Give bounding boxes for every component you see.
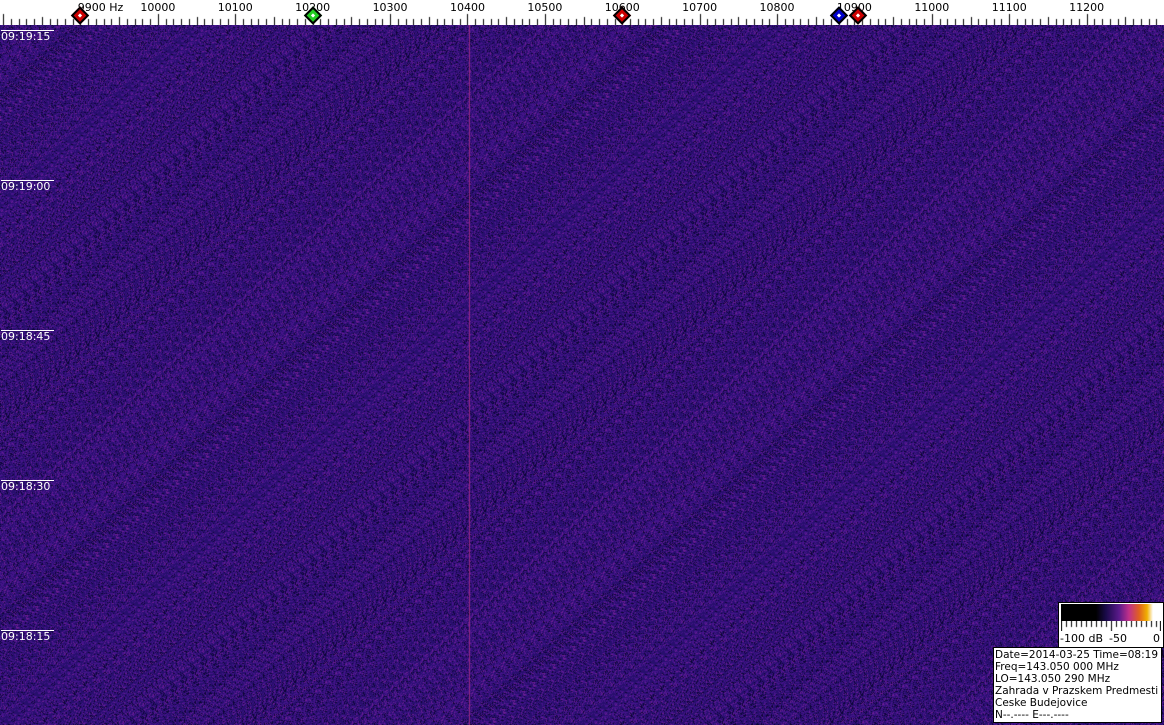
info-lo: LO=143.050 290 MHz [995, 673, 1111, 685]
waterfall-display[interactable] [0, 25, 1164, 725]
frequency-label: 9900 Hz [77, 1, 124, 14]
frequency-label: 10700 [682, 1, 718, 14]
time-label: 09:18:15 [1, 630, 55, 643]
colorbar-ticks [1061, 621, 1161, 631]
station-info-box: Date=2014-03-25 Time=08:19 UTC Freq=143.… [993, 647, 1164, 723]
frequency-label: 10000 [140, 1, 176, 14]
frequency-label: 11200 [1069, 1, 1105, 14]
time-label: 09:18:45 [1, 330, 55, 343]
time-label: 09:19:00 [1, 180, 55, 193]
colorbar-label-max: 0 [1153, 632, 1160, 645]
frequency-label: 11100 [991, 1, 1027, 14]
frequency-label: 10100 [217, 1, 253, 14]
colorbar-label-mid: -50 [1109, 632, 1127, 645]
info-freq: Freq=143.050 000 MHz [995, 661, 1119, 673]
time-label: 09:19:15 [1, 30, 55, 43]
frequency-label: 10400 [449, 1, 485, 14]
info-city: Ceske Budejovice [995, 697, 1088, 709]
colorbar-label-min: -100 dB [1060, 632, 1103, 645]
frequency-label: 10300 [372, 1, 408, 14]
info-location: Zahrada v Prazskem Predmesti [995, 685, 1159, 697]
colorbar-legend: -100 dB -50 0 [1058, 602, 1164, 648]
colorbar-gradient [1061, 604, 1161, 621]
info-coords: N--.---- E---.---- [995, 709, 1069, 721]
frequency-label: 10800 [759, 1, 795, 14]
frequency-label: 10500 [527, 1, 563, 14]
frequency-ticks [0, 0, 1164, 25]
frequency-scale[interactable]: 9900 Hz100001010010200103001040010500106… [0, 0, 1164, 25]
time-label: 09:18:30 [1, 480, 55, 493]
frequency-label: 11000 [914, 1, 950, 14]
info-date-time: Date=2014-03-25 Time=08:19 UTC [995, 649, 1164, 661]
